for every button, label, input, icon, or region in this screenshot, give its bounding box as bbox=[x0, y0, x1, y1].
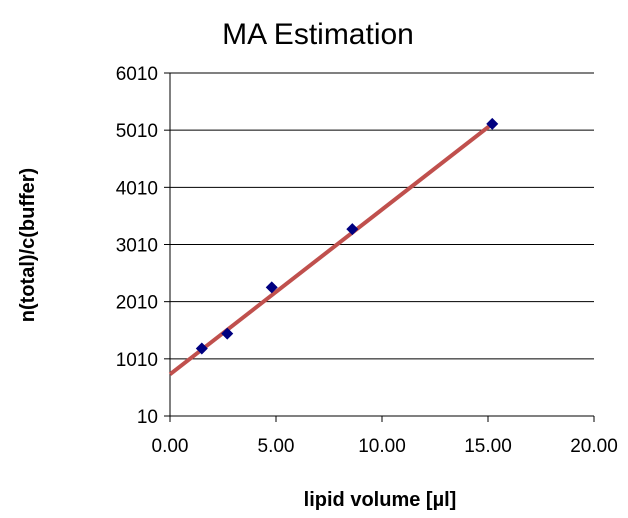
x-tick-label: 0.00 bbox=[152, 436, 189, 457]
y-axis-label: n(total)/c(buffer) bbox=[17, 168, 39, 322]
x-tick-label: 10.00 bbox=[358, 436, 406, 457]
data-point bbox=[346, 223, 359, 236]
y-tick-label: 4010 bbox=[116, 178, 158, 199]
x-tick-label: 20.00 bbox=[570, 436, 618, 457]
trendline-layer bbox=[168, 122, 494, 376]
data-point bbox=[221, 327, 234, 340]
x-tick-label: 5.00 bbox=[258, 436, 295, 457]
data-points bbox=[195, 117, 499, 355]
y-tick-label: 2010 bbox=[116, 293, 158, 314]
y-tick-label: 5010 bbox=[116, 121, 158, 142]
data-point bbox=[486, 117, 499, 130]
y-tick-label: 1010 bbox=[116, 350, 158, 371]
y-tick-label: 3010 bbox=[116, 236, 158, 257]
y-tick-label: 6010 bbox=[116, 64, 158, 85]
x-tick-labels: 0.00 5.00 10.00 15.00 20.00 bbox=[152, 436, 618, 457]
trendline bbox=[168, 122, 494, 376]
x-tick-label: 15.00 bbox=[464, 436, 512, 457]
data-point bbox=[265, 281, 278, 294]
gridlines bbox=[170, 72, 594, 360]
axes bbox=[164, 72, 595, 422]
y-tick-label: 10 bbox=[137, 407, 158, 428]
chart-title: MA Estimation bbox=[222, 18, 414, 51]
x-axis-label: lipid volume [µl] bbox=[304, 489, 457, 511]
data-point bbox=[195, 342, 208, 355]
